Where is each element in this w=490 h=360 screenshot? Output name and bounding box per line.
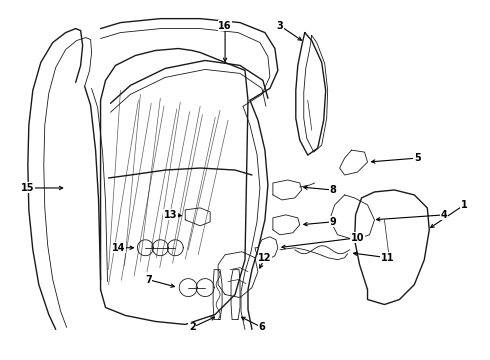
Text: 9: 9 — [329, 217, 336, 227]
Text: 2: 2 — [189, 323, 196, 332]
Text: 15: 15 — [21, 183, 35, 193]
Text: 11: 11 — [381, 253, 394, 263]
Text: 5: 5 — [414, 153, 421, 163]
Text: 4: 4 — [441, 210, 447, 220]
Text: 3: 3 — [276, 21, 283, 31]
Text: 8: 8 — [329, 185, 336, 195]
Text: 13: 13 — [164, 210, 177, 220]
Text: 12: 12 — [258, 253, 271, 263]
Text: 16: 16 — [219, 21, 232, 31]
Text: 14: 14 — [112, 243, 125, 253]
Text: 7: 7 — [145, 275, 152, 285]
Text: 10: 10 — [351, 233, 364, 243]
Text: 6: 6 — [259, 323, 265, 332]
Text: 1: 1 — [461, 200, 467, 210]
